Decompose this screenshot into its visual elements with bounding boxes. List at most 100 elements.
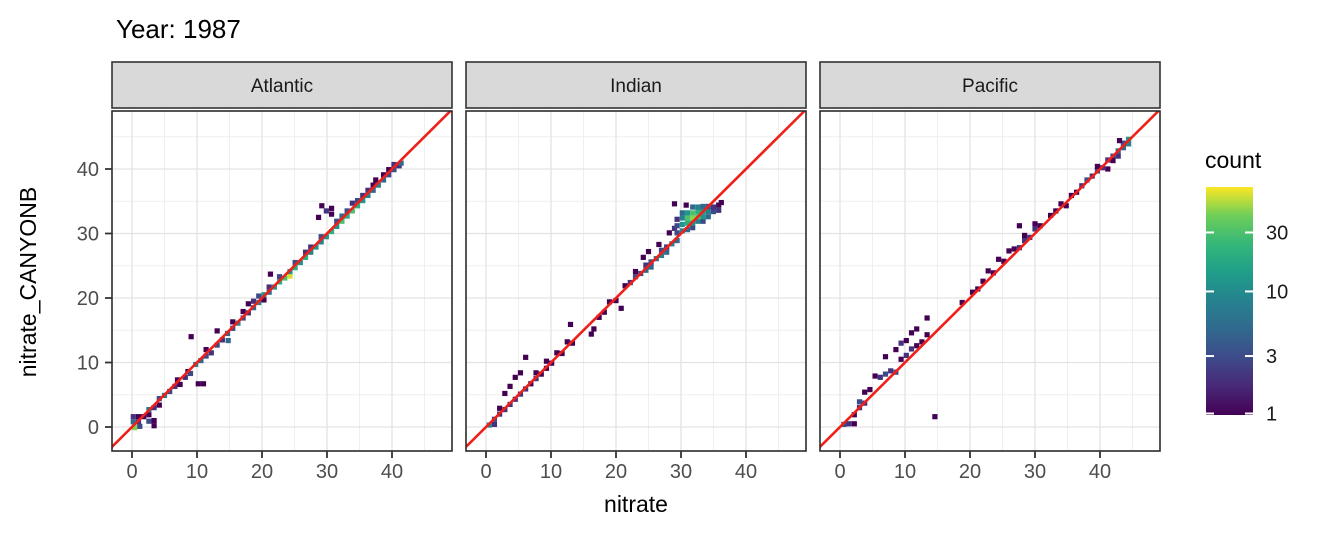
bin2d-rect [903,352,909,359]
bin2d-rect [648,264,654,270]
bin2d-rect [328,228,335,235]
y-axis-title: nitrate_CANYONB [15,187,41,377]
bin2d-rect [354,198,361,204]
bin2d-rect [308,249,314,255]
bin2d-rect [391,167,397,173]
bin2d-rect [512,374,518,380]
legend-title: count [1205,147,1262,173]
bin2d-rect [690,225,696,231]
bin2d-rect [601,309,607,315]
bin2d-rect [710,208,717,215]
bin2d-rect [276,274,283,280]
bin2d-rect [1063,203,1069,209]
bin2d-rect [214,328,220,334]
bin2d-rect [867,386,873,393]
bin2d-rect [924,332,930,338]
bin2d-rect [1001,258,1007,264]
bin2d-rect [130,414,136,420]
bin2d-rect [1048,212,1054,219]
legend-tick-label: 30 [1266,222,1288,244]
bin2d-rect [334,218,340,224]
bin2d-rect [684,220,691,226]
bin2d-rect [1068,192,1074,199]
bin2d-rect [328,211,335,217]
x-axis-tick-label: 0 [480,461,491,483]
bin2d-rect [679,215,685,221]
bin2d-rect [130,419,136,425]
bin2d-rect [543,358,550,364]
bin2d-rect [872,373,878,379]
bin2d-rect [1126,141,1132,147]
bin2d-rect [214,342,220,348]
bin2d-rect [1084,177,1090,183]
bin2d-rect [203,347,209,353]
bin2d-rect [198,357,204,364]
bin2d-rect [339,218,345,224]
bin2d-rect [151,405,157,411]
facet-strip [465,61,807,109]
refline-group [820,111,1160,448]
axes-layer: 0 10 20 30 40 0 10 20 30 40 0 10 20 30 40 0 10 20 30 40 [77,159,1111,483]
y-axis-tick-label: 10 [77,353,99,375]
bin2d-rect [658,247,665,253]
bin2d-rect [313,244,319,250]
bin2d-rect [240,308,246,315]
bin2d-rect [645,248,652,255]
bin2d-rect [591,326,597,332]
bin2d-rect [695,218,701,224]
bin2d-rect [502,390,508,397]
bin2d-rect [146,412,152,418]
bin2d-rect [1022,232,1028,239]
identity-line [466,111,806,448]
bin2d-rect [985,268,991,274]
bin2d-rect [334,223,340,230]
bin2d-rect [256,293,262,299]
bin2d-rect [297,259,303,266]
bin2d-rect [267,271,274,277]
bin2d-rect [877,374,883,380]
bin2d-rect [225,337,231,344]
x-axis-tick-label: 30 [670,461,692,483]
bin2d-rect [996,256,1002,262]
bin2d-rect [893,347,899,353]
reference-lines-layer [112,111,1160,448]
bin2d-rect [323,234,329,240]
facet-strips-layer: Atlantic Indian Pacific [111,61,1161,109]
bin2d-rect [588,331,594,337]
bin2d-rect [386,167,392,173]
bin2d-rect [846,421,852,427]
bin2d-rect [898,340,904,346]
bin2d-rect [308,244,314,250]
bin2d-rect [182,374,188,380]
bin2d-rect [618,305,624,311]
bin2d-rect [517,370,524,376]
bin2d-rect [613,297,619,304]
bin2d-rect [380,172,387,178]
bin2d-rect [1120,145,1126,151]
refline-group [112,111,452,448]
bin2d-rect [203,353,209,359]
bin2d-rect [187,370,194,377]
bin2d-rect [200,381,207,387]
bin2d-rect [266,284,272,290]
bin2d-rect [959,299,965,306]
bin2d-rect [898,356,904,362]
bin2d-rect [690,204,696,210]
bin2d-rect [1011,246,1017,252]
bin2d-rect [924,315,930,321]
bin2d-rect [1006,248,1012,254]
bin2d-rect [132,425,138,431]
bin2d-rect [328,205,335,211]
x-axis-tick-label: 0 [834,461,845,483]
bin2d-rect [137,423,143,429]
x-axis-tick-label: 30 [316,461,338,483]
x-axis-tick-label: 10 [540,461,562,483]
bin2d-rect [908,330,915,336]
bin2d-rect [700,203,706,210]
bin2d-rect [710,204,717,210]
refline-group [466,111,806,448]
bin2d-rect [666,230,672,236]
bin2d-rect [370,187,376,193]
bin2d-rect [380,177,387,183]
